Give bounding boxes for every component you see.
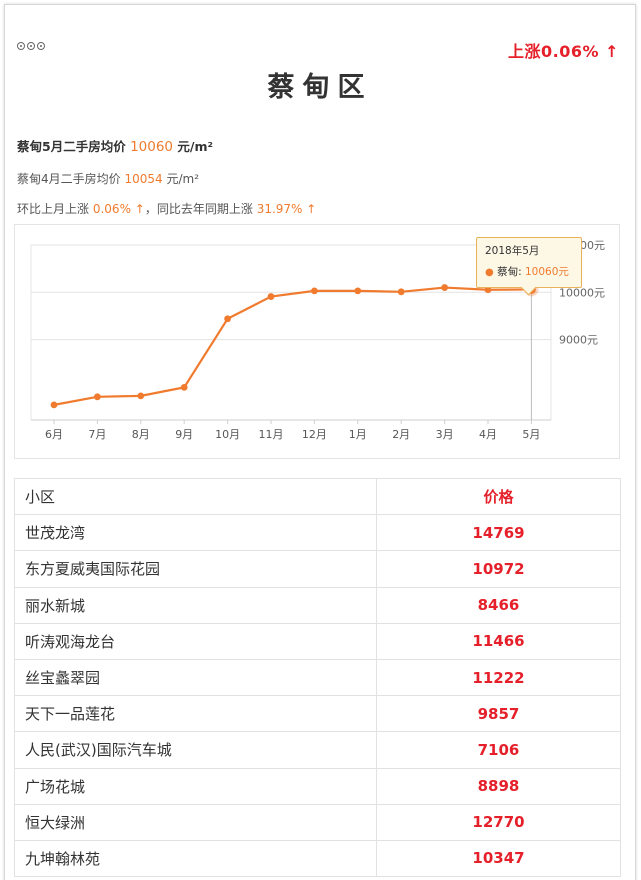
x-tick-label: 5月	[522, 428, 540, 441]
data-point	[94, 393, 101, 401]
x-tick-label: 10月	[215, 428, 240, 441]
yoy-value: 31.97% ↑	[256, 202, 317, 216]
data-point	[50, 401, 58, 409]
x-tick-label: 12月	[302, 428, 327, 441]
data-point	[137, 392, 145, 400]
chart-tooltip: 2018年5月 ● 蔡甸: 10060元	[476, 237, 582, 288]
data-point	[354, 287, 362, 295]
price-cell: 11466	[376, 622, 621, 660]
current-price-line: 蔡甸5月二手房均价 10060 元/m²	[17, 136, 213, 155]
previous-price-line: 蔡甸4月二手房均价 10054 元/m²	[17, 170, 199, 187]
tooltip-date: 2018年5月	[485, 245, 540, 257]
price-cell: 8466	[376, 586, 621, 624]
data-point	[397, 288, 405, 296]
table-row: 人民(武汉)国际汽车城 7106	[14, 731, 621, 769]
x-tick-label: 9月	[175, 428, 193, 441]
table-row: 听涛观海龙台 11466	[14, 622, 621, 660]
tooltip-row: ● 蔡甸: 10060元	[485, 264, 581, 279]
dot-icon	[17, 42, 25, 50]
tooltip-bullet-icon: ●	[485, 267, 494, 278]
table-row: 恒大绿洲 12770	[14, 803, 621, 841]
table-row: 东方夏威夷国际花园 10972	[14, 550, 621, 588]
price-cell: 8898	[376, 767, 621, 805]
page-title: 蔡甸区	[267, 72, 373, 103]
x-tick-label: 1月	[349, 428, 367, 441]
x-tick-label: 4月	[479, 428, 497, 441]
table-row: 世茂龙湾 14769	[14, 514, 621, 552]
community-name-cell: 广场花城	[14, 767, 377, 805]
x-tick-label: 3月	[436, 428, 454, 441]
mom-label: 环比上月上涨	[17, 202, 90, 216]
previous-price-label: 蔡甸4月二手房均价	[17, 172, 121, 186]
more-icon[interactable]	[17, 42, 45, 50]
change-summary-line: 环比上月上涨 0.06% ↑，同比去年同期上涨 31.97% ↑	[17, 200, 316, 217]
table-row: 天下一品莲花 9857	[14, 695, 621, 733]
community-name-cell: 世茂龙湾	[14, 514, 377, 552]
dot-icon	[37, 42, 45, 50]
table-row: 丝宝蠡翠园 11222	[14, 658, 621, 697]
price-cell: 11222	[376, 658, 621, 697]
mom-value: 0.06% ↑	[92, 202, 145, 216]
table-row: 丽水新城 8466	[14, 586, 621, 624]
table-row: 九坤翰林苑 10347	[14, 839, 621, 878]
tooltip-value: 10060元	[524, 266, 569, 278]
community-name-cell: 听涛观海龙台	[14, 622, 377, 660]
x-tick-label: 6月	[45, 428, 63, 441]
y-tick-label: 9000元	[559, 334, 598, 347]
price-cell: 10347	[376, 839, 621, 878]
community-name-cell: 丽水新城	[14, 586, 377, 624]
community-name-cell: 恒大绿洲	[14, 803, 377, 841]
community-name-cell: 天下一品莲花	[14, 695, 377, 733]
x-tick-label: 2月	[392, 428, 410, 441]
yoy-label: ，同比去年同期上涨	[144, 202, 253, 216]
tooltip-series: 蔡甸:	[497, 266, 522, 278]
data-point	[224, 315, 232, 323]
column-header-price: 价格	[376, 477, 621, 516]
community-name-cell: 丝宝蠡翠园	[14, 658, 377, 697]
price-cell: 7106	[376, 731, 621, 769]
current-price-unit: 元/m²	[177, 139, 213, 154]
current-price-value: 10060	[130, 139, 174, 155]
community-name-cell: 九坤翰林苑	[14, 839, 377, 878]
x-tick-label: 11月	[259, 428, 284, 441]
column-header-community: 小区	[14, 477, 377, 516]
current-price-label: 蔡甸5月二手房均价	[17, 139, 126, 154]
data-point	[484, 286, 492, 294]
data-point	[441, 284, 448, 291]
price-cell: 10972	[376, 550, 621, 588]
data-point	[267, 293, 275, 300]
previous-price-value: 10054	[124, 172, 163, 186]
dot-icon	[27, 42, 35, 50]
price-cell: 9857	[376, 695, 621, 733]
price-cell: 14769	[376, 514, 621, 552]
change-badge: 上涨0.06% ↑	[508, 42, 619, 61]
community-name-cell: 东方夏威夷国际花园	[14, 550, 377, 588]
table-row: 广场花城 8898	[14, 767, 621, 805]
community-name-cell: 人民(武汉)国际汽车城	[14, 731, 377, 769]
data-point	[180, 383, 188, 391]
previous-price-unit: 元/m²	[166, 172, 200, 186]
x-tick-label: 8月	[132, 428, 150, 441]
price-table: 小区 价格 世茂龙湾 14769 东方夏威夷国际花园 10972 丽水新城 8466 听涛观…	[14, 477, 621, 878]
y-tick-label: 10000元	[559, 286, 605, 299]
series-line	[53, 286, 532, 406]
x-tick-label: 7月	[88, 428, 106, 441]
table-header-row: 小区 价格	[14, 477, 621, 516]
price-cell: 12770	[376, 803, 621, 841]
data-point	[311, 287, 318, 295]
